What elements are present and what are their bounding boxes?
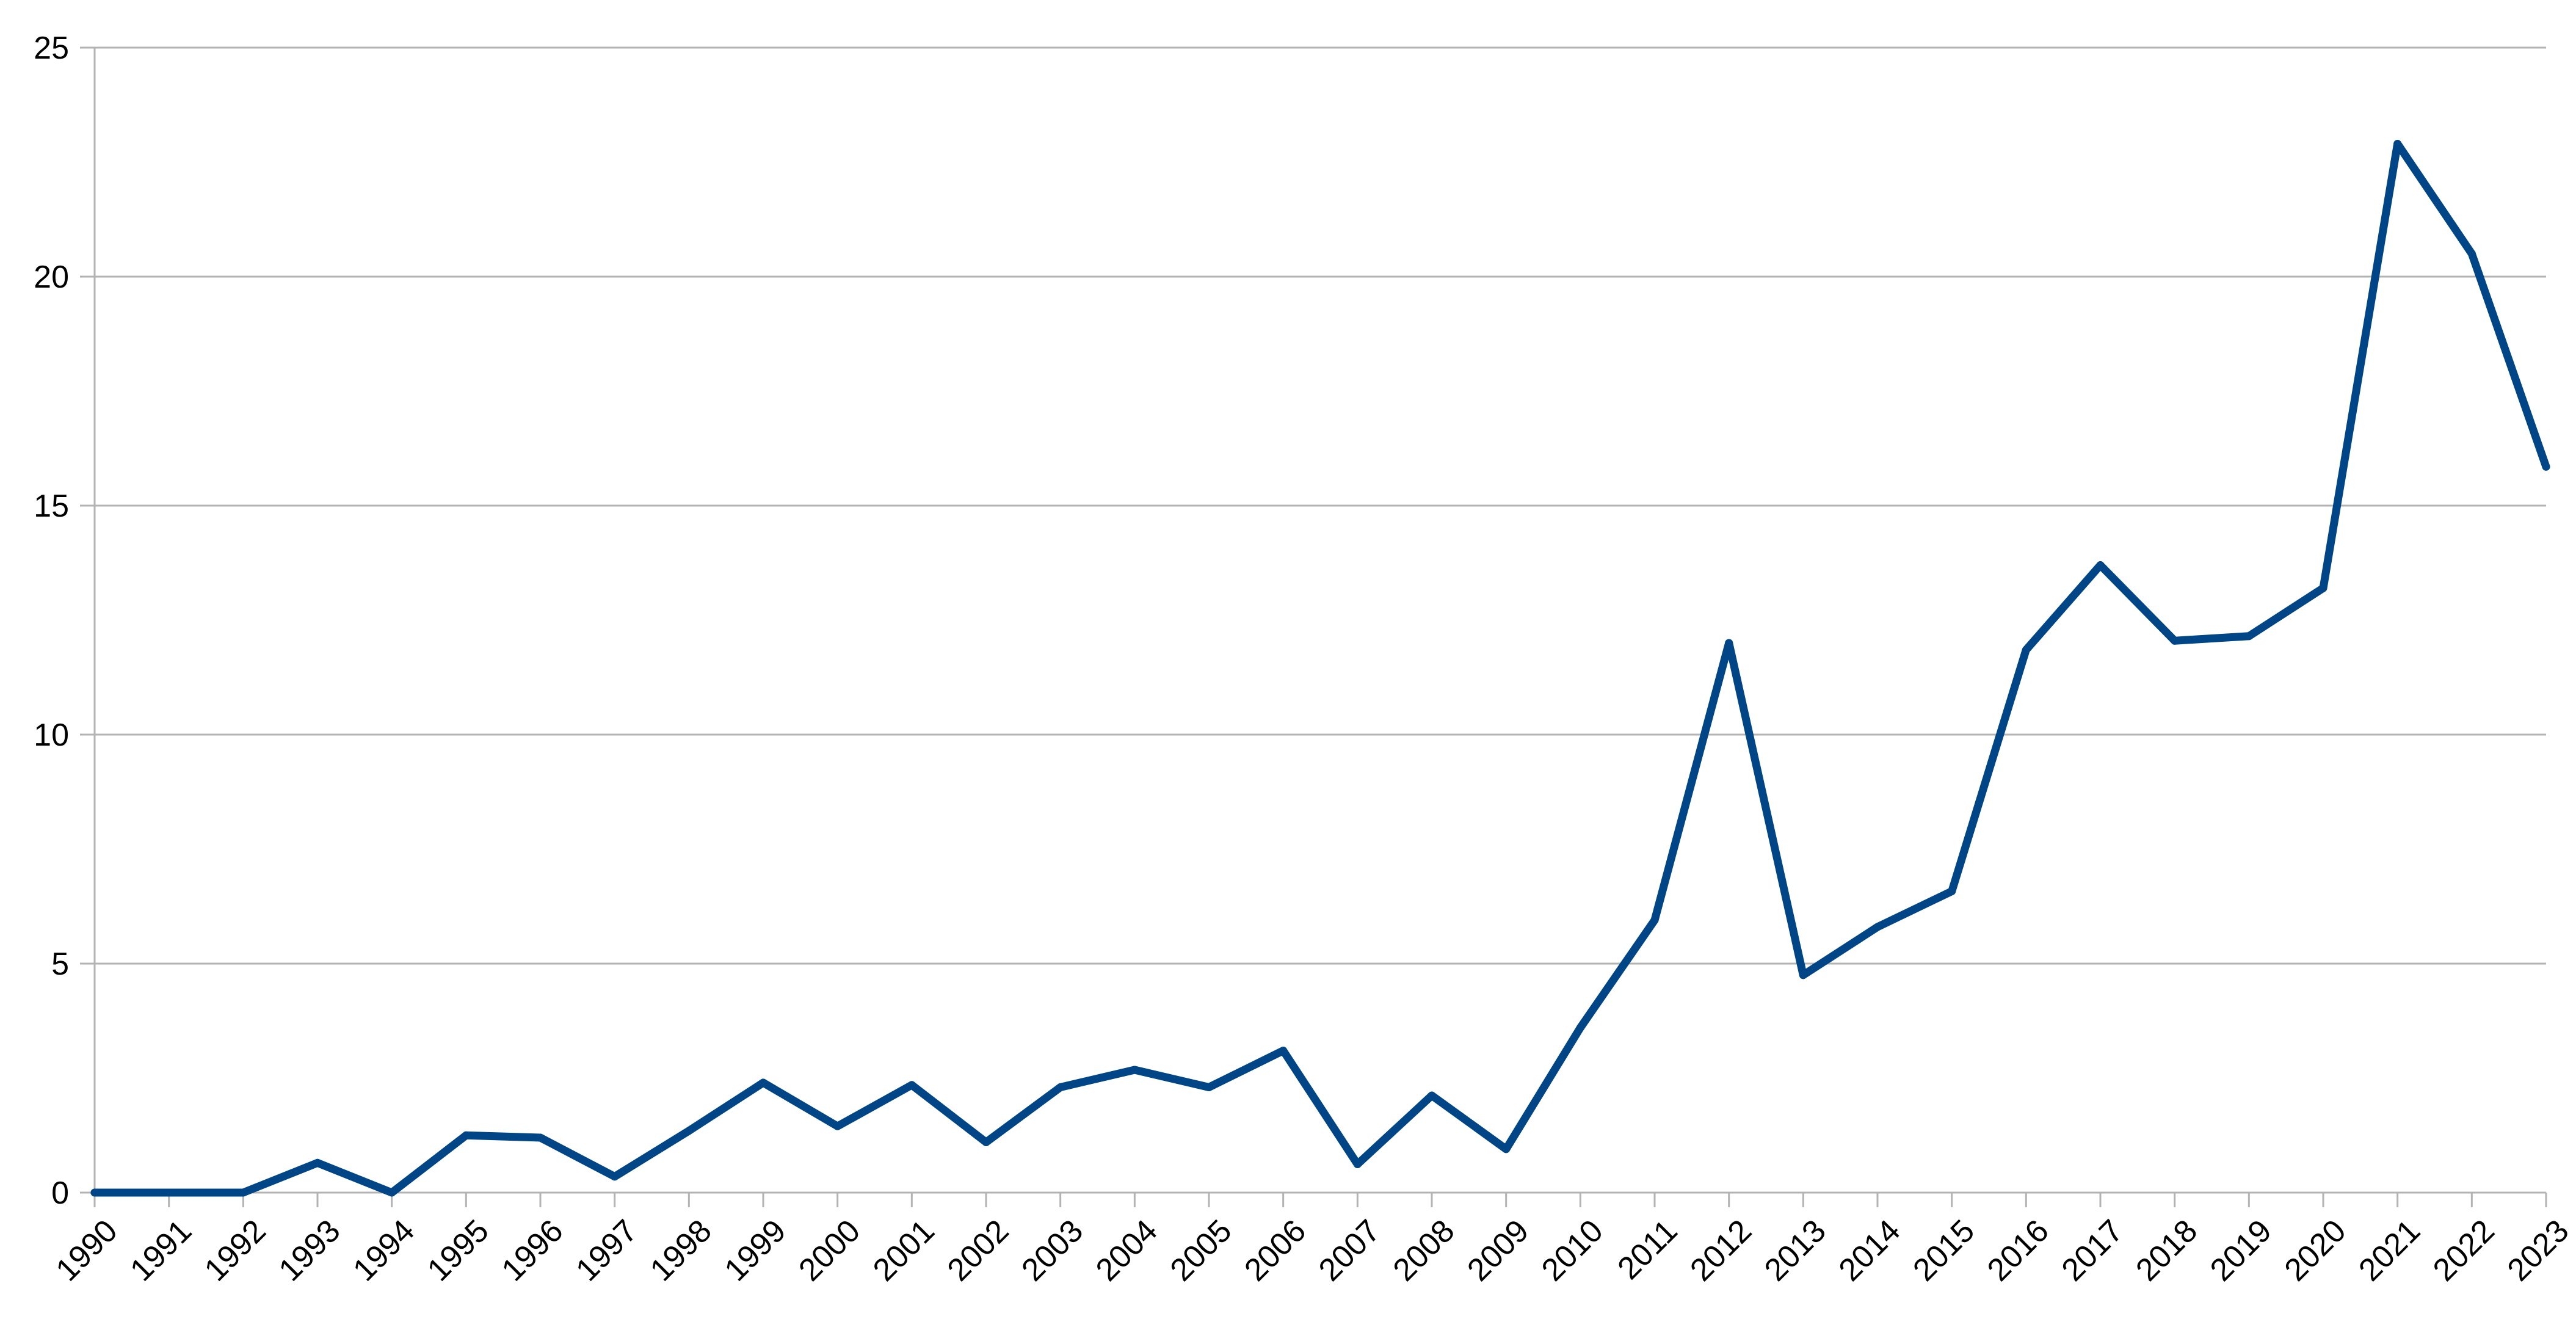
data-point (2393, 140, 2402, 148)
x-tick-label: 1990 (49, 1213, 125, 1288)
data-point (2467, 250, 2476, 258)
data-point (1650, 916, 1659, 925)
x-tick-label: 2020 (2278, 1213, 2353, 1288)
y-tick-label: 0 (51, 1176, 69, 1211)
data-point (759, 1078, 767, 1087)
data-point (2244, 632, 2253, 641)
data-point (1948, 887, 1956, 895)
data-point (1576, 1023, 1584, 1032)
x-tick-label: 1998 (644, 1213, 719, 1288)
x-tick-label: 2008 (1387, 1213, 1462, 1288)
x-tick-label: 2021 (2352, 1213, 2427, 1288)
data-point (907, 1081, 916, 1089)
series (90, 140, 2550, 1197)
x-tick-label: 1992 (198, 1213, 273, 1288)
data-point (388, 1188, 396, 1197)
data-point (684, 1127, 693, 1135)
x-tick-label: 2016 (1981, 1213, 2056, 1288)
x-tick-label: 2017 (2055, 1213, 2130, 1288)
data-point (2096, 561, 2105, 569)
data-point (1130, 1066, 1139, 1074)
x-tick-label: 2011 (1611, 1213, 1684, 1286)
x-tick-label: 2023 (2501, 1213, 2576, 1288)
x-tick-label: 2004 (1089, 1213, 1164, 1288)
data-point (2171, 636, 2179, 645)
series-line-0 (90, 140, 2550, 1197)
y-tick-label: 15 (34, 489, 69, 524)
data-point (462, 1131, 470, 1139)
data-point (1353, 1160, 1362, 1168)
x-tick-label: 2007 (1312, 1213, 1387, 1288)
data-point (90, 1188, 99, 1197)
x-tick-label: 1991 (123, 1213, 198, 1288)
x-tick-label: 2009 (1460, 1213, 1536, 1288)
data-point (2022, 645, 2030, 654)
data-point (1873, 923, 1882, 931)
data-point (313, 1158, 322, 1167)
data-point (1428, 1091, 1436, 1100)
y-tick-label: 20 (34, 260, 69, 295)
data-point (165, 1188, 173, 1197)
data-point (833, 1122, 842, 1130)
data-point (1279, 1047, 1288, 1055)
axes (80, 46, 2547, 1207)
x-tick-label: 2014 (1832, 1213, 1907, 1288)
y-tick-label: 5 (51, 947, 69, 982)
data-point (611, 1172, 619, 1181)
x-tick-label: 2018 (2129, 1213, 2204, 1288)
x-tick-label: 2013 (1758, 1213, 1833, 1288)
data-point (982, 1138, 990, 1146)
x-tick-label: 2000 (792, 1213, 867, 1288)
data-point (1056, 1083, 1065, 1091)
x-tick-label: 2019 (2204, 1213, 2279, 1288)
x-tick-label: 2022 (2426, 1213, 2502, 1288)
data-point (1725, 639, 1733, 647)
data-point (1205, 1083, 1213, 1091)
data-point (1502, 1145, 1511, 1154)
x-tick-label: 1997 (569, 1213, 644, 1288)
data-point (2542, 462, 2550, 471)
gridlines (95, 46, 2546, 965)
x-tick-label: 1995 (421, 1213, 496, 1288)
x-tick-label: 2001 (866, 1213, 942, 1288)
tick-labels: 0510152025199019911992199319941995199619… (34, 31, 2575, 1288)
x-tick-label: 1999 (718, 1213, 793, 1288)
x-tick-label: 2002 (941, 1213, 1016, 1288)
x-tick-label: 2003 (1015, 1213, 1090, 1288)
x-tick-label: 1996 (495, 1213, 570, 1288)
x-tick-label: 2005 (1164, 1213, 1239, 1288)
data-point (2319, 584, 2327, 592)
data-point (239, 1188, 247, 1197)
x-tick-label: 2015 (1906, 1213, 1981, 1288)
x-tick-label: 2012 (1683, 1213, 1758, 1288)
x-tick-label: 2010 (1535, 1213, 1610, 1288)
data-point (536, 1133, 545, 1142)
x-tick-label: 1994 (346, 1213, 421, 1288)
y-tick-label: 10 (34, 718, 69, 753)
x-tick-label: 1993 (272, 1213, 347, 1288)
data-point (1799, 971, 1807, 979)
y-tick-label: 25 (34, 31, 69, 66)
x-tick-label: 2006 (1238, 1213, 1313, 1288)
